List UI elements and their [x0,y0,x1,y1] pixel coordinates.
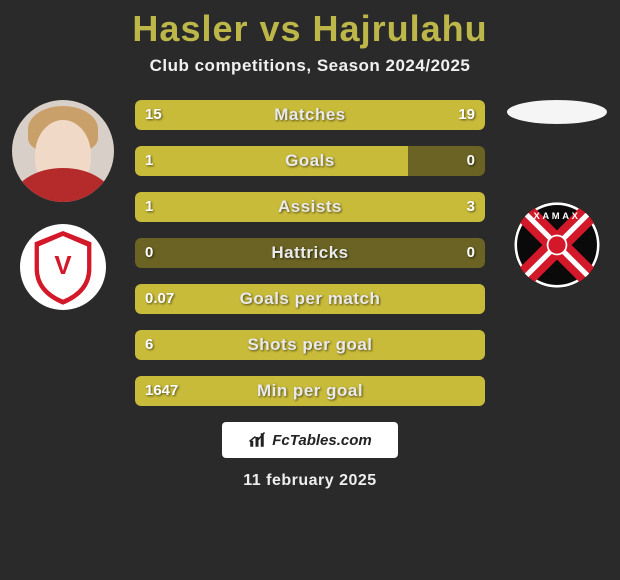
left-player-photo [12,100,114,202]
comparison-bars: 1519Matches 10Goals 13Assists 00Hattricks 0.… [135,100,485,406]
stat-row-goals: 10Goals [135,146,485,176]
player-jersey [12,168,114,202]
date-text: 11 february 2025 [0,472,620,490]
brand-badge[interactable]: FcTables.com [222,422,398,458]
brand-chart-icon [248,431,266,449]
stat-label: Hattricks [135,238,485,268]
brand-text: FcTables.com [272,432,371,449]
comparison-panel: V XAMAX 1519Matches 10Goals 13Assists 00Hat… [0,100,620,406]
stat-label: Matches [135,100,485,130]
subtitle: Club competitions, Season 2024/2025 [0,56,620,76]
stat-row-min-per-goal: 1647Min per goal [135,376,485,406]
left-player-column: V [8,100,118,310]
stat-label: Min per goal [135,376,485,406]
stat-row-assists: 13Assists [135,192,485,222]
stat-label: Shots per goal [135,330,485,360]
stat-row-shots-per-goal: 6Shots per goal [135,330,485,360]
vaduz-crest-icon: V [20,224,106,310]
svg-text:V: V [54,252,72,280]
page-title: Hasler vs Hajrulahu [0,0,620,50]
stat-label: Goals per match [135,284,485,314]
right-player-photo-blank [507,100,607,124]
stat-label: Assists [135,192,485,222]
vaduz-crest: V [20,224,106,310]
xamax-crest-icon: XAMAX [514,202,600,288]
xamax-crest: XAMAX [514,202,600,288]
svg-text:XAMAX: XAMAX [533,211,580,222]
stat-label: Goals [135,146,485,176]
stat-row-hattricks: 00Hattricks [135,238,485,268]
stat-row-matches: 1519Matches [135,100,485,130]
right-player-column: XAMAX [502,100,612,288]
stat-row-goals-per-match: 0.07Goals per match [135,284,485,314]
